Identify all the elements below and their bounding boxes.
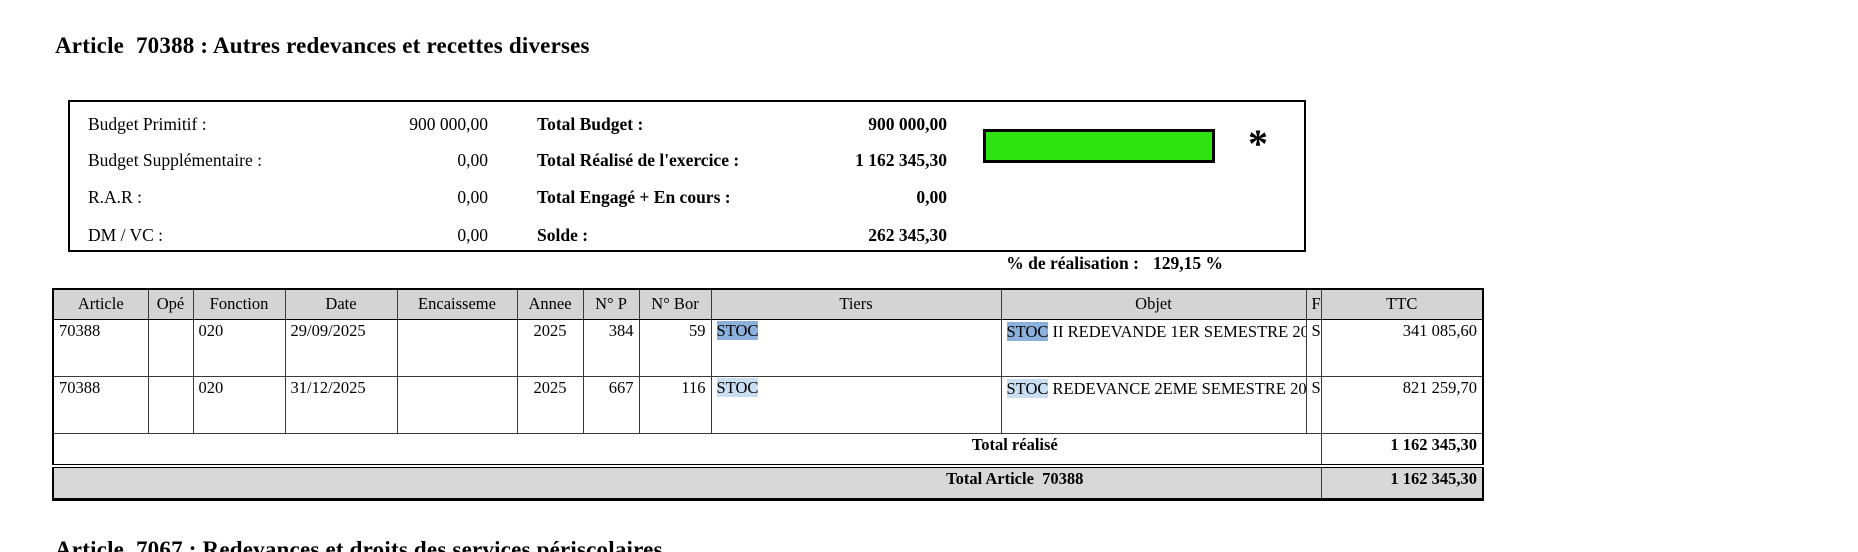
total-realise-row: Total réalisé 1 162 345,30 (52, 432, 1484, 467)
rar-label: R.A.R : (88, 187, 142, 207)
total-article-value: 1 162 345,30 (1320, 464, 1484, 501)
summary-row: DM / VC : 0,00 Solde : 262 345,30 (70, 221, 1304, 249)
table-row[interactable]: 70388 020 29/09/2025 2025 384 59 STOC ST… (52, 318, 1484, 377)
cell-ope (147, 375, 194, 434)
budget-primitif-value: 900 000,00 (409, 114, 488, 134)
article-section-title: Article 70388 : Autres redevances et rec… (55, 33, 590, 58)
total-engage-label: Total Engagé + En cours : (537, 187, 731, 207)
col-header-fonction: Fonction (192, 288, 286, 320)
total-engage-value: 0,00 (916, 187, 947, 207)
budget-supplementaire-label: Budget Supplémentaire : (88, 150, 262, 170)
realisation-percent-value: 129,15 % (1152, 253, 1223, 273)
search-highlight: STOC (1006, 378, 1049, 398)
cell-annee: 2025 (516, 318, 584, 377)
solde-value: 262 345,30 (868, 225, 947, 245)
total-budget-label: Total Budget : (537, 114, 644, 134)
cell-tiers: STOC (710, 375, 1002, 434)
total-realise-value: 1 162 345,30 (855, 150, 947, 170)
total-budget-value: 900 000,00 (868, 114, 947, 134)
cell-encaissement (396, 318, 518, 377)
cell-f: S (1305, 375, 1322, 434)
cell-objet: STOC II REDEVANDE 1ER SEMESTRE 2025 (1000, 318, 1307, 377)
cell-fonction: 020 (192, 375, 286, 434)
asterisk-note-icon: * (1248, 121, 1268, 166)
col-header-f: F (1305, 288, 1322, 320)
summary-row: Budget Supplémentaire : 0,00 Total Réali… (70, 146, 1304, 174)
search-highlight: STOC (1006, 321, 1049, 341)
summary-row: R.A.R : 0,00 Total Engagé + En cours : 0… (70, 183, 1304, 211)
col-header-ttc: TTC (1320, 288, 1484, 320)
cell-ttc: 821 259,70 (1320, 375, 1484, 434)
rar-value: 0,00 (457, 187, 488, 207)
search-highlight: STOC (716, 320, 759, 340)
cell-encaissement (396, 375, 518, 434)
article-lines-table: Article Opé Fonction Date Encaisseme Ann… (52, 288, 1484, 501)
objet-text: REDEVANCE 2EME SEMESTRE 2025 (1048, 378, 1306, 398)
budget-primitif-label: Budget Primitif : (88, 114, 207, 134)
dm-vc-label: DM / VC : (88, 225, 164, 245)
budget-supplementaire-value: 0,00 (457, 150, 488, 170)
summary-row: Budget Primitif : 900 000,00 Total Budge… (70, 110, 1304, 138)
col-header-num-bordereau: N° Bor (638, 288, 712, 320)
table-row[interactable]: 70388 020 31/12/2025 2025 667 116 STOC S… (52, 375, 1484, 434)
col-header-tiers: Tiers (710, 288, 1002, 320)
total-article-label: Total Article 70388 (52, 464, 1322, 501)
cell-tiers: STOC (710, 318, 1002, 377)
solde-label: Solde : (537, 225, 589, 245)
cell-num-bordereau: 59 (638, 318, 712, 377)
cell-annee: 2025 (516, 375, 584, 434)
cell-num-piece: 667 (582, 375, 640, 434)
col-header-encaissement: Encaisseme (396, 288, 518, 320)
total-realise-label: Total réalisé (52, 432, 1322, 467)
cell-article: 70388 (52, 318, 149, 377)
cell-article: 70388 (52, 375, 149, 434)
cell-f: S (1305, 318, 1322, 377)
col-header-objet: Objet (1000, 288, 1307, 320)
cell-date: 29/09/2025 (284, 318, 398, 377)
total-article-row: Total Article 70388 1 162 345,30 (52, 464, 1484, 501)
col-header-annee: Annee (516, 288, 584, 320)
cell-date: 31/12/2025 (284, 375, 398, 434)
cell-num-piece: 384 (582, 318, 640, 377)
budget-summary-box: Budget Primitif : 900 000,00 Total Budge… (68, 100, 1306, 273)
total-realise-label: Total Réalisé de l'exercice : (537, 150, 740, 170)
search-highlight: STOC (716, 377, 759, 397)
col-header-article: Article (52, 288, 149, 320)
cell-objet: STOC REDEVANCE 2EME SEMESTRE 2025 (1000, 375, 1307, 434)
cell-ope (147, 318, 194, 377)
cell-fonction: 020 (192, 318, 286, 377)
objet-text: II REDEVANDE 1ER SEMESTRE 2025 (1048, 321, 1306, 341)
total-realise-value: 1 162 345,30 (1320, 432, 1484, 467)
table-header-row: Article Opé Fonction Date Encaisseme Ann… (52, 288, 1484, 320)
next-article-section-title-clipped: Article 7067 : Redevances et droits des … (55, 537, 663, 552)
col-header-date: Date (284, 288, 398, 320)
realisation-percent: % de réalisation : 129,15 % (980, 221, 1223, 273)
col-header-ope: Opé (147, 288, 194, 320)
dm-vc-value: 0,00 (457, 225, 488, 245)
col-header-num-piece: N° P (582, 288, 640, 320)
cell-num-bordereau: 116 (638, 375, 712, 434)
realisation-progress-bar (983, 129, 1215, 163)
realisation-percent-label: % de réalisation : (1006, 253, 1139, 273)
cell-ttc: 341 085,60 (1320, 318, 1484, 377)
